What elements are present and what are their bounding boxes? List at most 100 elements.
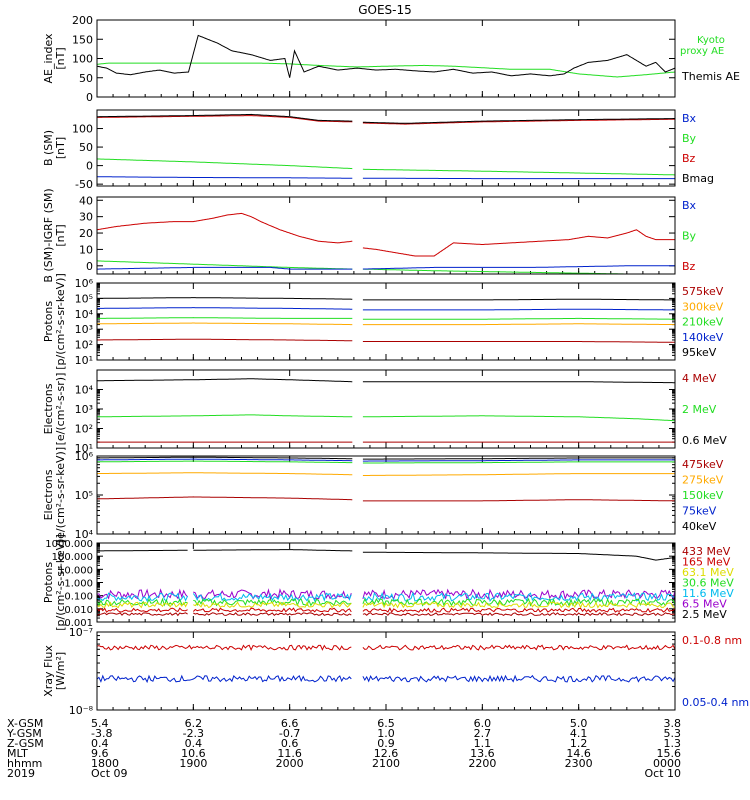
y-axis-label: Protons[p/(cm²-s-sr-keV)] (42, 534, 67, 631)
legend-entry: 95keV (682, 346, 717, 359)
x-tick-label: -2.3 (183, 727, 204, 740)
x-tick-label: 0.9 (377, 737, 395, 750)
y-tick-label: 0 (86, 160, 93, 173)
x-tick-label: 1.2 (570, 737, 588, 750)
series-line-210kev (97, 317, 675, 320)
legend-entry: 0.05-0.4 nm (682, 696, 749, 709)
x-tick-label: 11.6 (277, 747, 302, 760)
x-tick-label: 1.3 (664, 737, 682, 750)
legend-entry: Bz (682, 260, 696, 273)
legend-entry: Kyoto proxy AE (680, 35, 725, 57)
x-tick-label: 4.1 (570, 727, 588, 740)
legend-entry: 140keV (682, 331, 724, 344)
y-tick-label: 0.001 (64, 618, 93, 629)
legend-entry: 63.1 MeV (682, 566, 734, 579)
x-tick-label: 1800 (91, 757, 119, 770)
series-line-63-1-mev (96, 601, 676, 609)
x-tick-label: 6.6 (281, 717, 299, 730)
x-tick-label: 13.6 (470, 747, 495, 760)
legend-entry: 275keV (682, 474, 724, 487)
x-tick-label: 6.5 (377, 717, 395, 730)
legend-entry: 11.6 MeV (682, 587, 734, 600)
x-tick-label: 0.6 (281, 737, 299, 750)
x-row-label: X-GSM (7, 717, 43, 730)
panel-bsm: -50 0 50 100 B (SM)[nT] Bx By Bz Bmag (42, 109, 714, 191)
y-tick-label: 0 (86, 91, 93, 104)
panel-frame (96, 282, 676, 361)
x-tick-label: 1.0 (377, 727, 395, 740)
series-line-40kev (97, 456, 675, 460)
legend-entry: 2 MeV (682, 403, 717, 416)
panel-ae: 0 50 100 150 200 AE_index[nT] Kyoto proxy AE The… (42, 14, 740, 104)
legend-entry: 150keV (682, 489, 724, 502)
y-tick-label: 200 (72, 14, 93, 27)
panel-protons_kev: 10¹ 10² 10³ 10⁴ 10⁵ 10⁶ Protons[p/(cm²-s-sr-ke… (42, 273, 724, 370)
legend-entry: 6.5 MeV (682, 598, 727, 611)
series-line-300kev (97, 322, 675, 326)
x-row-label: Y-GSM (6, 727, 42, 740)
series-line-75kev (97, 458, 675, 462)
x-tick-label: 10.6 (181, 747, 206, 760)
x-tick-label: 5.4 (91, 717, 109, 730)
series-line-0-1-0-8-nm (96, 644, 676, 652)
figure-title: GOES-15 (358, 3, 412, 17)
y-tick-label: 10 (79, 243, 93, 256)
y-tick-label: 10⁶ (75, 277, 94, 290)
x-tick-label: -3.8 (91, 727, 112, 740)
y-tick-label: 50 (79, 141, 93, 154)
x-tick-label: 12.6 (374, 747, 399, 760)
panel-bigrf: 0 10 20 30 40 B (SM)-IGRF (SM)[nT] Bx By Bz (42, 188, 697, 282)
legend-entry: 4 MeV (682, 372, 717, 385)
series-line-150kev (96, 460, 675, 464)
y-tick-label: 10³ (75, 403, 93, 416)
y-tick-label: -50 (75, 178, 93, 191)
x-tick-label: 0000 (653, 757, 681, 770)
x-row-label: Z-GSM (7, 737, 44, 750)
panel-protons_mev: 0.001 0.010 0.100 1.000 10.000 100.000 1000.00… (42, 534, 734, 631)
x-axis-table: X-GSMY-GSMZ-GSMMLThhmm20195.4-3.80.49.61… (6, 717, 681, 780)
x-tick-label: Oct 09 (91, 767, 128, 780)
panel-electrons_mev: 10¹ 10² 10³ 10⁴ Electrons[e/(cm²-s-sr)] 4 MeV… (42, 369, 727, 455)
x-tick-label: 2200 (468, 757, 496, 770)
x-tick-label: 1.1 (474, 737, 492, 750)
legend-entry: 575keV (682, 285, 724, 298)
x-tick-label: 14.6 (566, 747, 591, 760)
series-line-165-mev (96, 607, 676, 614)
series-line-275kev (96, 472, 675, 476)
legend-entry: Bx (682, 199, 697, 212)
legend-entry: Themis AE (681, 70, 740, 83)
x-tick-label: Oct 10 (644, 767, 681, 780)
x-row-label: hhmm (7, 757, 42, 770)
series-line-2-5-mev (97, 549, 676, 561)
series-line-kyoto-proxy-ae (96, 62, 676, 78)
legend-entry: 0.1-0.8 nm (682, 634, 742, 647)
y-tick-label: 10⁵ (75, 292, 93, 305)
legend-entry: By (682, 230, 697, 243)
series-line-433-mev (96, 611, 676, 617)
y-tick-label: 40 (79, 194, 93, 207)
x-tick-label: 9.6 (91, 747, 109, 760)
y-tick-label: 1.000 (64, 579, 93, 590)
y-tick-label: 10⁶ (75, 450, 94, 463)
y-tick-label: 0 (86, 260, 93, 273)
y-tick-label: 100.000 (52, 552, 93, 563)
y-tick-label: 10² (75, 423, 93, 436)
y-tick-label: 1000.000 (45, 539, 93, 550)
x-tick-label: 6.0 (474, 717, 492, 730)
y-tick-label: 10⁻⁷ (69, 626, 93, 639)
panel-frame (96, 196, 676, 275)
panel-frame (96, 455, 676, 535)
legend-entry: Bz (682, 152, 696, 165)
x-tick-label: 0.4 (91, 737, 109, 750)
y-tick-label: 10² (75, 339, 93, 352)
y-tick-label: 20 (79, 227, 93, 240)
y-tick-label: 0.100 (64, 592, 93, 603)
x-tick-label: 6.2 (185, 717, 203, 730)
y-tick-label: 10.000 (58, 565, 93, 576)
x-tick-label: 15.6 (657, 747, 682, 760)
series-line-2-mev (97, 414, 675, 422)
y-axis-label: Electrons[e/(cm²-s-sr-keV)] (42, 447, 67, 543)
y-tick-label: 10⁴ (75, 528, 94, 541)
